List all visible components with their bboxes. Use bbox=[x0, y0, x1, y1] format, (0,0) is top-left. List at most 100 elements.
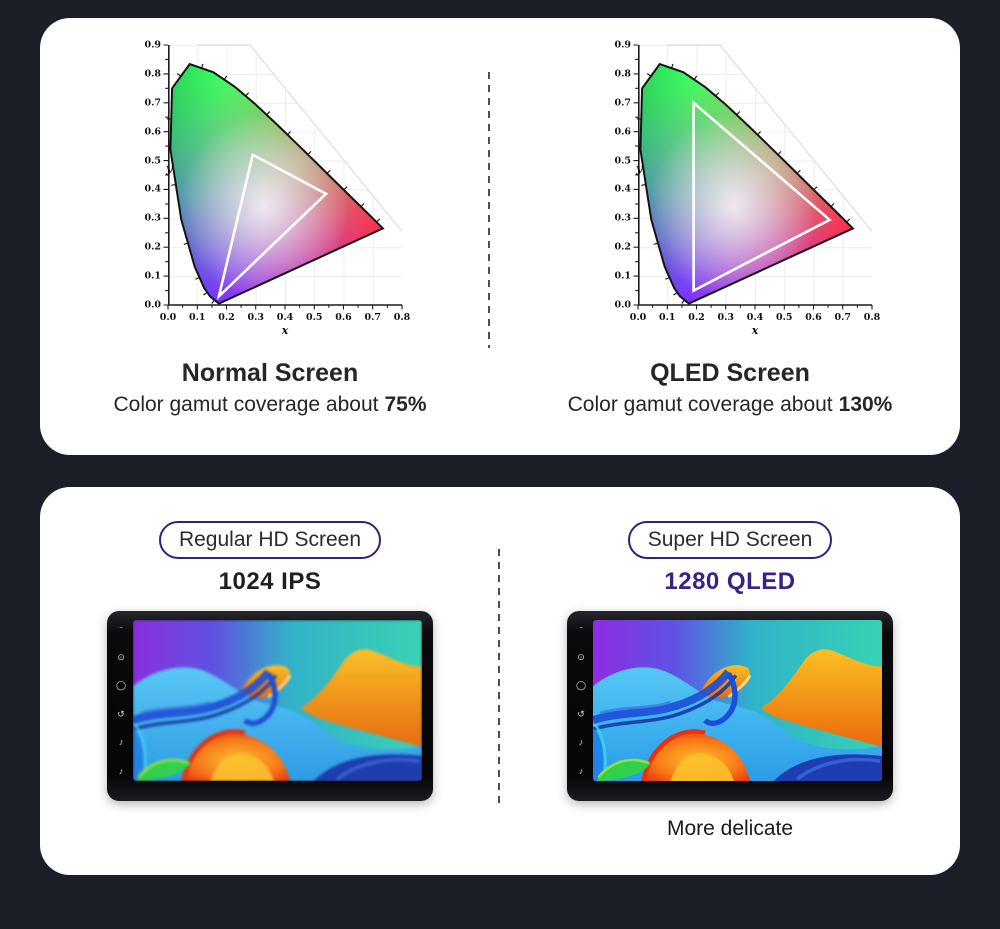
device-screen-hires bbox=[593, 620, 882, 781]
y-tick-label: 0.6 bbox=[614, 126, 631, 138]
cie-diagram-normal: y x 0.0 0.1 0.2 0.3 0.4 0.5 0.6 0.7 0.8 0.0 0.1 0.2… bbox=[138, 39, 410, 338]
x-axis-label: x bbox=[281, 324, 289, 337]
y-tick-label: 0.4 bbox=[614, 183, 631, 195]
axes-lines bbox=[168, 45, 402, 306]
home-button-icon: ◯ bbox=[575, 680, 587, 691]
qled-screen-title: QLED Screen bbox=[650, 359, 810, 387]
x-tick-label: 0.1 bbox=[188, 312, 206, 323]
car-stereo-device-regular: − ⊙ ◯ ↺ ♪ ♪ bbox=[107, 611, 433, 801]
coverage-value: 130% bbox=[838, 393, 893, 416]
y-tick-label: 0.6 bbox=[144, 126, 161, 138]
qled-screen-column: y x 0.0 0.1 0.2 0.3 0.4 0.5 0.6 0.7 0.8 0.0 0.1 0.2… bbox=[500, 18, 960, 455]
y-tick-label: 0.2 bbox=[144, 241, 161, 253]
resolution-comparison-card: Regular HD Screen 1024 IPS − ⊙ ◯ ↺ ♪ ♪ Super … bbox=[40, 487, 960, 875]
x-tick-label: 0.7 bbox=[364, 312, 382, 323]
axes-lines bbox=[638, 45, 872, 306]
cie-diagram-qled: y x 0.0 0.1 0.2 0.3 0.4 0.5 0.6 0.7 0.8 0.0 0.1 0.2… bbox=[608, 39, 880, 338]
x-tick-label: 0.2 bbox=[688, 312, 705, 323]
normal-screen-subtitle: Color gamut coverage about 75% bbox=[113, 393, 426, 417]
x-tick-label: 0.5 bbox=[775, 312, 793, 323]
y-tick-label: 0.2 bbox=[614, 241, 631, 253]
spectral-locus-outline bbox=[639, 62, 855, 305]
x-tick-label: 0.6 bbox=[805, 312, 822, 323]
x-tick-label: 0.1 bbox=[658, 312, 676, 323]
home-button-icon: ◯ bbox=[115, 680, 127, 691]
bezel-button-column: − ⊙ ◯ ↺ ♪ ♪ bbox=[573, 624, 589, 776]
dashed-divider bbox=[498, 549, 500, 807]
volume-down-icon: ♪ bbox=[118, 737, 124, 748]
back-button-icon: ↺ bbox=[577, 708, 585, 719]
y-tick-label: 0.0 bbox=[144, 299, 161, 311]
y-tick-label: 0.3 bbox=[614, 212, 631, 224]
y-tick-label: 0.0 bbox=[614, 299, 631, 311]
super-hd-badge: Super HD Screen bbox=[627, 521, 833, 559]
x-tick-label: 0.0 bbox=[629, 312, 647, 323]
normal-screen-column: y x 0.0 0.1 0.2 0.3 0.4 0.5 0.6 0.7 0.8 0.0 0.1 0.2… bbox=[40, 18, 500, 455]
x-tick-label: 0.4 bbox=[276, 312, 294, 323]
x-tick-label: 0.2 bbox=[218, 312, 235, 323]
x-tick-label: 0.3 bbox=[717, 312, 735, 323]
volume-up-icon: ♪ bbox=[578, 765, 584, 776]
y-axis-label: y bbox=[166, 162, 173, 175]
mic-hole: − bbox=[578, 625, 584, 632]
y-axis-label: y bbox=[636, 162, 643, 175]
volume-down-icon: ♪ bbox=[578, 737, 584, 748]
y-tick-label: 0.9 bbox=[144, 39, 161, 51]
device-screen-lowres bbox=[133, 620, 422, 781]
x-tick-label: 0.3 bbox=[247, 312, 265, 323]
power-button-icon: ⊙ bbox=[577, 651, 585, 662]
bezel-button-column: − ⊙ ◯ ↺ ♪ ♪ bbox=[113, 624, 129, 776]
x-tick-label: 0.0 bbox=[159, 312, 177, 323]
y-tick-label: 0.1 bbox=[144, 270, 161, 282]
gamut-triangle bbox=[216, 152, 329, 301]
cie-overlay bbox=[163, 44, 403, 310]
gamut-comparison-card: y x 0.0 0.1 0.2 0.3 0.4 0.5 0.6 0.7 0.8 0.0 0.1 0.2… bbox=[40, 18, 960, 455]
x-tick-label: 0.6 bbox=[335, 312, 352, 323]
regular-hd-badge: Regular HD Screen bbox=[158, 521, 382, 559]
spectral-locus-outline bbox=[169, 62, 385, 305]
qled-screen-subtitle: Color gamut coverage about 130% bbox=[568, 393, 893, 417]
locus-wavelength-ticks bbox=[636, 63, 851, 304]
wallpaper-abstract-waves bbox=[593, 620, 882, 781]
x-axis-label: x bbox=[751, 324, 759, 337]
mic-hole: − bbox=[118, 625, 124, 632]
super-hd-column: Super HD Screen 1280 QLED − ⊙ ◯ ↺ ♪ ♪ More de… bbox=[500, 487, 960, 875]
x-tick-label: 0.8 bbox=[393, 312, 411, 323]
x-tick-label: 0.8 bbox=[863, 312, 881, 323]
locus-wavelength-ticks bbox=[166, 63, 381, 304]
axis-tick-marks bbox=[633, 44, 873, 310]
wallpaper-abstract-waves bbox=[133, 620, 422, 781]
normal-screen-title: Normal Screen bbox=[181, 359, 359, 387]
cie-plot-area: y x 0.0 0.1 0.2 0.3 0.4 0.5 0.6 0.7 0.8 0.0 0.1 0.2… bbox=[144, 40, 410, 338]
y-tick-label: 0.8 bbox=[614, 68, 631, 80]
more-delicate-caption: More delicate bbox=[666, 817, 794, 840]
y-tick-label: 0.3 bbox=[144, 212, 161, 224]
power-button-icon: ⊙ bbox=[117, 651, 125, 662]
cie-plot-area: y x 0.0 0.1 0.2 0.3 0.4 0.5 0.6 0.7 0.8 0.0 0.1 0.2… bbox=[614, 40, 880, 338]
y-tick-label: 0.1 bbox=[614, 270, 631, 282]
coverage-text: Color gamut coverage about bbox=[567, 393, 833, 416]
y-tick-label: 0.5 bbox=[614, 155, 631, 167]
resolution-label-qled: 1280 QLED bbox=[664, 568, 796, 595]
y-tick-label: 0.7 bbox=[614, 97, 631, 109]
x-tick-label: 0.5 bbox=[305, 312, 323, 323]
coverage-text: Color gamut coverage about bbox=[113, 393, 379, 416]
x-tick-label: 0.7 bbox=[834, 312, 852, 323]
car-stereo-device-super: − ⊙ ◯ ↺ ♪ ♪ bbox=[567, 611, 893, 801]
gamut-triangle bbox=[692, 99, 832, 293]
x-tick-label: 0.4 bbox=[746, 312, 764, 323]
y-tick-label: 0.4 bbox=[144, 183, 161, 195]
y-tick-label: 0.7 bbox=[144, 97, 161, 109]
grid-hull-outline bbox=[667, 44, 873, 232]
back-button-icon: ↺ bbox=[117, 708, 125, 719]
regular-hd-column: Regular HD Screen 1024 IPS − ⊙ ◯ ↺ ♪ ♪ bbox=[40, 487, 500, 875]
dashed-divider bbox=[488, 72, 490, 348]
volume-up-icon: ♪ bbox=[118, 765, 124, 776]
axis-tick-marks bbox=[163, 44, 403, 310]
y-tick-label: 0.9 bbox=[614, 39, 631, 51]
grid-hull-outline bbox=[197, 44, 403, 232]
y-tick-label: 0.8 bbox=[144, 68, 161, 80]
y-tick-label: 0.5 bbox=[144, 155, 161, 167]
coverage-value: 75% bbox=[384, 393, 427, 416]
